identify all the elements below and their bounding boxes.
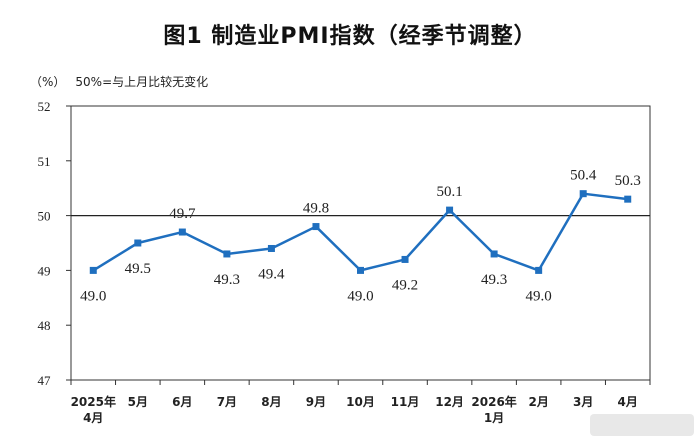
unit-note: （%） 50%=与上月比较无变化: [30, 73, 208, 90]
plot-frame: [70, 105, 651, 381]
unit-label: （%）: [30, 75, 66, 89]
data-label: 49.7: [169, 206, 196, 222]
x-tick-label: 1月: [484, 411, 504, 425]
x-tick-label: 7月: [217, 395, 237, 409]
x-tick-label: 11月: [391, 395, 420, 409]
y-tick-label: 52: [38, 99, 51, 114]
x-tick-label: 9月: [306, 395, 326, 409]
data-label: 49.3: [481, 272, 507, 288]
data-label: 49.0: [80, 288, 106, 304]
data-label: 49.5: [125, 261, 151, 277]
x-tick-label: 2月: [528, 395, 548, 409]
y-tick-label: 49: [38, 263, 51, 278]
x-tick-label: 4月: [618, 395, 638, 409]
data-point: [624, 195, 632, 203]
data-point: [535, 266, 543, 274]
data-label: 50.1: [436, 184, 462, 200]
x-tick-label: 8月: [261, 395, 281, 409]
data-point: [178, 228, 186, 236]
y-tick-label: 50: [38, 209, 51, 224]
reference-note: 50%=与上月比较无变化: [75, 75, 209, 89]
x-tick-label: 2026年: [471, 394, 516, 409]
x-tick-label: 4月: [83, 411, 103, 425]
data-point: [446, 206, 454, 214]
data-point: [223, 250, 231, 258]
data-label: 50.4: [570, 168, 597, 184]
x-tick-label: 2025年: [71, 394, 116, 409]
data-point: [357, 266, 364, 274]
x-tick-label: 5月: [128, 395, 148, 409]
chart-title: 图1 制造业PMI指数（经季节调整）: [163, 24, 537, 49]
data-label: 49.3: [214, 272, 240, 288]
y-tick-label: 48: [38, 318, 51, 333]
data-point: [267, 244, 275, 252]
y-tick-label: 51: [38, 154, 51, 169]
data-label: 49.2: [392, 277, 418, 293]
data-label: 49.4: [258, 266, 285, 282]
data-label: 49.8: [303, 201, 329, 217]
data-point: [490, 250, 498, 258]
data-label: 49.0: [347, 288, 373, 304]
data-point: [134, 239, 142, 247]
data-label: 49.0: [526, 288, 552, 304]
data-point: [312, 223, 320, 231]
x-tick-label: 3月: [573, 395, 593, 409]
x-tick-label: 12月: [435, 395, 464, 409]
x-tick-label: 10月: [346, 395, 375, 409]
data-point: [89, 266, 97, 274]
data-point: [579, 190, 587, 198]
y-tick-label: 47: [38, 373, 52, 388]
data-label: 50.3: [615, 173, 641, 189]
watermark-badge: [590, 414, 694, 436]
x-tick-label: 6月: [172, 395, 192, 409]
data-point: [401, 255, 409, 263]
